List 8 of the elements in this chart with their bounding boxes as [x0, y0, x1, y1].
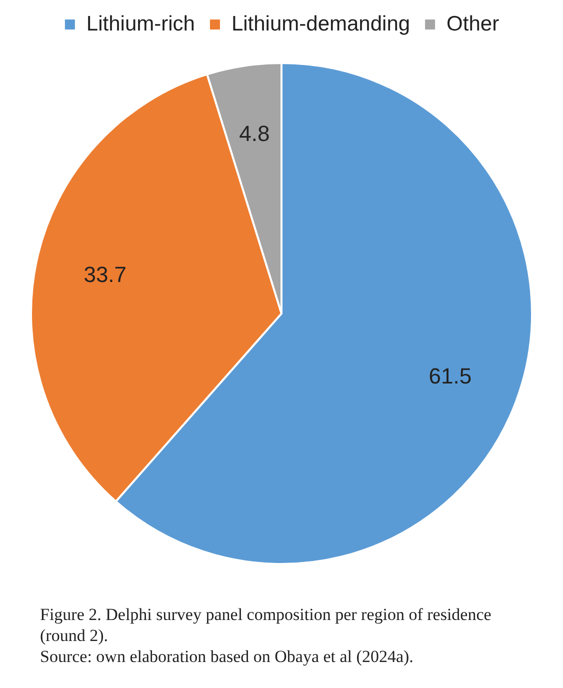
data-label: 4.8	[239, 121, 270, 146]
caption: Figure 2. Delphi survey panel composition per region of residence (round 2).	[40, 604, 492, 646]
legend-label: Other	[446, 12, 500, 36]
data-label: 61.5	[428, 363, 472, 388]
legend-label: Lithium-demanding	[231, 12, 410, 36]
data-label: 33.7	[84, 262, 127, 287]
legend-label: Lithium-rich	[86, 12, 195, 36]
source-note: Source: own elaboration based on Obaya et al (2024a).	[40, 646, 414, 667]
